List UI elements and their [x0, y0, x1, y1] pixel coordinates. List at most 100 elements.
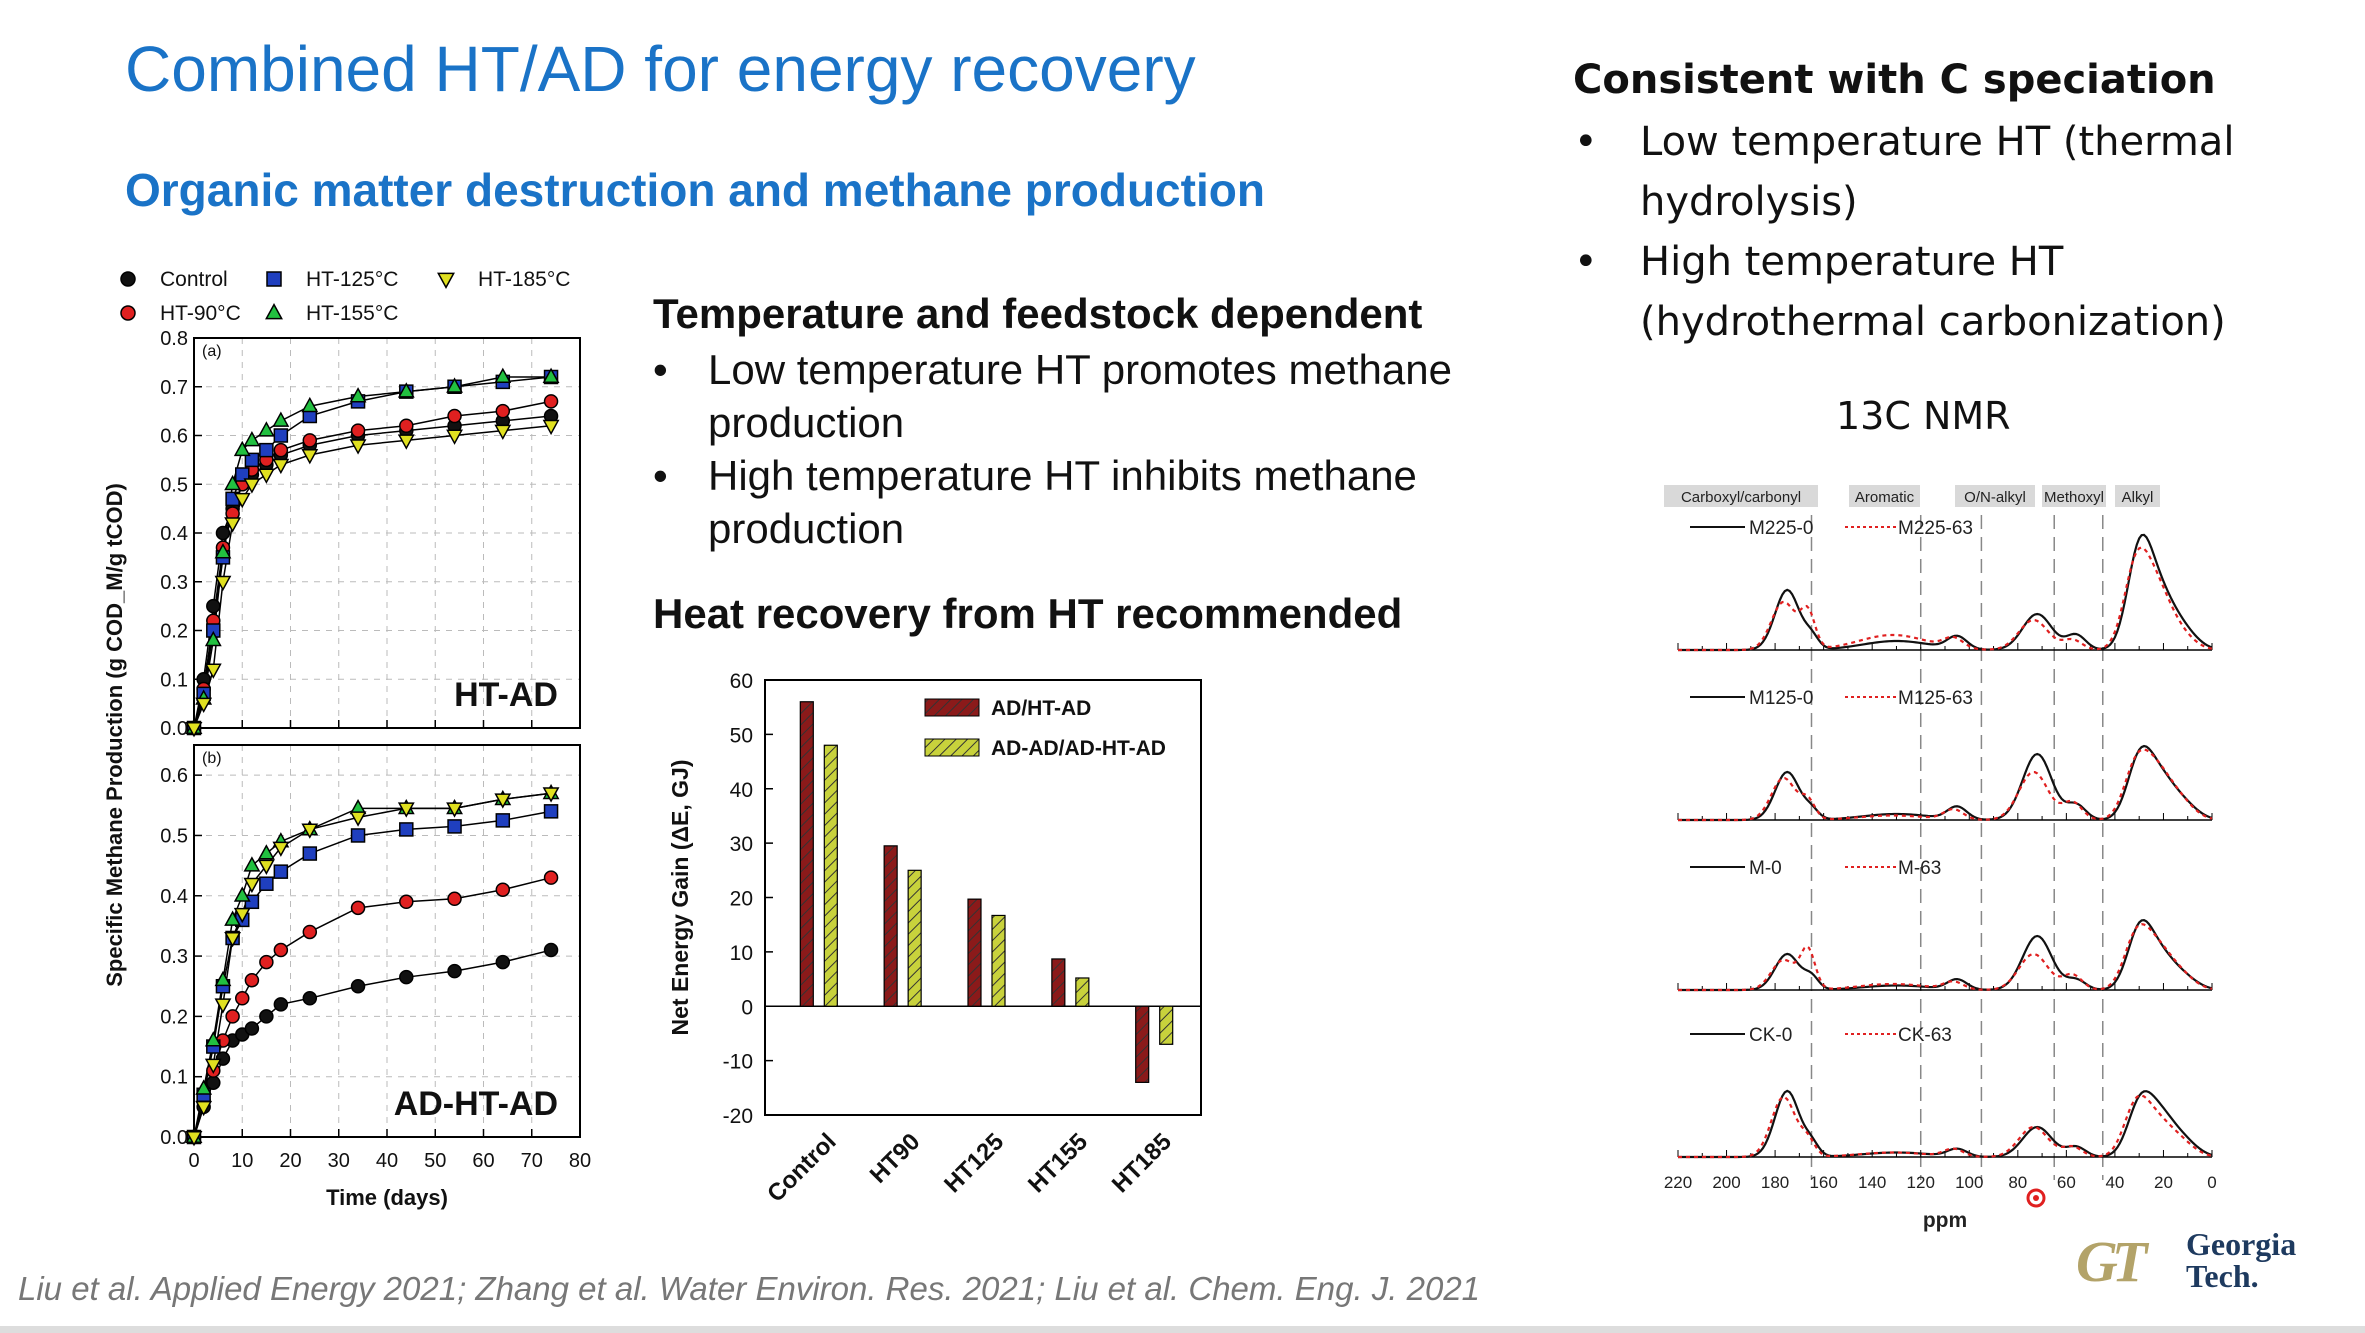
bar [1075, 977, 1090, 1007]
region-box [1955, 485, 2035, 507]
data-point [214, 543, 232, 559]
spectrum-solid [1678, 744, 2213, 822]
data-point [495, 954, 511, 970]
data-point [399, 418, 414, 433]
data-point [259, 954, 274, 970]
data-point [257, 844, 275, 860]
legend-marker [120, 305, 136, 321]
data-point [399, 822, 414, 837]
panel-label: (a) [202, 343, 222, 360]
data-point [272, 458, 290, 475]
region-box [2115, 485, 2160, 507]
data-point [214, 970, 232, 987]
bullet-thermal-hydrolysis: Low temperature HT (thermal hydrolysis) [1574, 112, 2340, 232]
data-point [302, 924, 318, 940]
data-point [235, 991, 250, 1006]
data-point [225, 1009, 240, 1024]
x-tick-label: 40 [376, 1150, 398, 1172]
data-point [399, 969, 414, 985]
data-point [495, 403, 511, 419]
data-point [273, 997, 289, 1012]
y-tick-label: 0.7 [160, 377, 188, 399]
x-tick-label: HT155 [1023, 1128, 1093, 1198]
data-point [447, 819, 462, 834]
line-panel: 0.0 0.1 0.2 0.3 0.4 0.5 0.6 (b) AD-HT-AD 0 10 20 30 4… [160, 744, 591, 1172]
data-point [204, 630, 222, 647]
data-point [302, 433, 318, 448]
plot-frame [193, 337, 581, 729]
data-point [273, 942, 289, 958]
data-point [543, 870, 559, 885]
x-tick-label: 50 [424, 1150, 446, 1172]
data-point [349, 439, 367, 455]
data-point [349, 387, 367, 403]
y-tick-label: 0.3 [160, 946, 188, 968]
legend-marker [120, 271, 136, 287]
x-tick-label: 20 [279, 1150, 301, 1172]
y-tick-label: 0.0 [160, 718, 188, 740]
data-point [243, 877, 261, 894]
data-point [446, 429, 463, 445]
data-point [447, 891, 462, 907]
data-point [259, 442, 274, 458]
nmr-panel: M225-0 M225-63 [1677, 518, 2213, 652]
region-box [1849, 485, 1920, 507]
y-axis-label: Net Energy Gain (ΔE, GJ) [667, 760, 693, 1036]
data-point [397, 434, 415, 450]
legend-dotted-label: M125-63 [1898, 688, 1973, 709]
bar [883, 845, 898, 1007]
bar [1135, 1005, 1150, 1083]
data-point [195, 1079, 213, 1095]
x-tick-label: HT90 [865, 1128, 926, 1189]
data-point [204, 663, 222, 679]
data-point [494, 367, 512, 383]
x-tick-label: 10 [231, 1150, 253, 1172]
x-tick-label: HT125 [939, 1128, 1009, 1198]
data-point [495, 882, 511, 897]
data-point [301, 823, 319, 839]
line-panel: 0.0 0.1 0.2 0.3 0.4 0.5 0.6 0.7 0.8 (a) HT-AD [160, 328, 581, 740]
data-point [446, 377, 463, 393]
data-point [494, 793, 512, 809]
legend-solid-label: CK-0 [1749, 1025, 1792, 1046]
bar [907, 869, 922, 1007]
data-point [272, 841, 290, 857]
spectrum-dotted [1678, 748, 2213, 822]
data-point [350, 828, 366, 843]
data-point [185, 1131, 203, 1147]
slide-subtitle: Organic matter destruction and methane p… [125, 164, 1265, 216]
data-point [301, 396, 319, 413]
data-point [447, 408, 462, 424]
temperature-bullets: Low temperature HT promotes methane prod… [653, 343, 1508, 555]
data-point [206, 1075, 221, 1090]
data-point [350, 978, 366, 994]
data-point [272, 411, 290, 427]
data-point [214, 575, 232, 592]
data-point [273, 442, 289, 458]
data-point [543, 942, 559, 958]
temperature-heading: Temperature and feedstock dependent [653, 290, 1423, 337]
speciation-bullets: Low temperature HT (thermal hydrolysis) … [1574, 112, 2340, 352]
data-point [224, 910, 242, 926]
data-point [542, 367, 560, 383]
legend-label: HT-90°C [160, 302, 241, 325]
data-point [397, 802, 415, 818]
x-tick-label: 80 [2008, 1173, 2027, 1192]
y-tick-label: 30 [730, 833, 753, 856]
legend-solid-label: M225-0 [1749, 518, 1813, 539]
panel-label: (b) [202, 750, 222, 767]
data-point [233, 907, 251, 924]
x-tick-label: 80 [569, 1150, 591, 1172]
x-tick-label: 20 [2154, 1173, 2173, 1192]
data-point [542, 419, 560, 436]
georgia-tech-logo: GT Georgia Tech. [2076, 1228, 2296, 1295]
data-point [349, 811, 367, 827]
data-point [204, 1031, 222, 1047]
y-tick-label: 0 [741, 996, 753, 1019]
nmr-spectra-chart: Carboxyl/carbonyl Aromatic O/N-alkyl Methox… [1664, 485, 2217, 1232]
x-tick-label: 0 [2207, 1173, 2216, 1192]
y-tick-label: 0.5 [160, 474, 188, 496]
data-point [257, 468, 275, 484]
cursor-marker [2026, 1188, 2046, 1208]
x-tick-label: 120 [1907, 1173, 1935, 1192]
